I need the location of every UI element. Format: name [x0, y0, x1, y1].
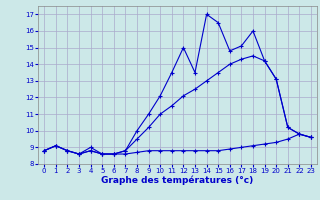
X-axis label: Graphe des températures (°c): Graphe des températures (°c): [101, 176, 254, 185]
